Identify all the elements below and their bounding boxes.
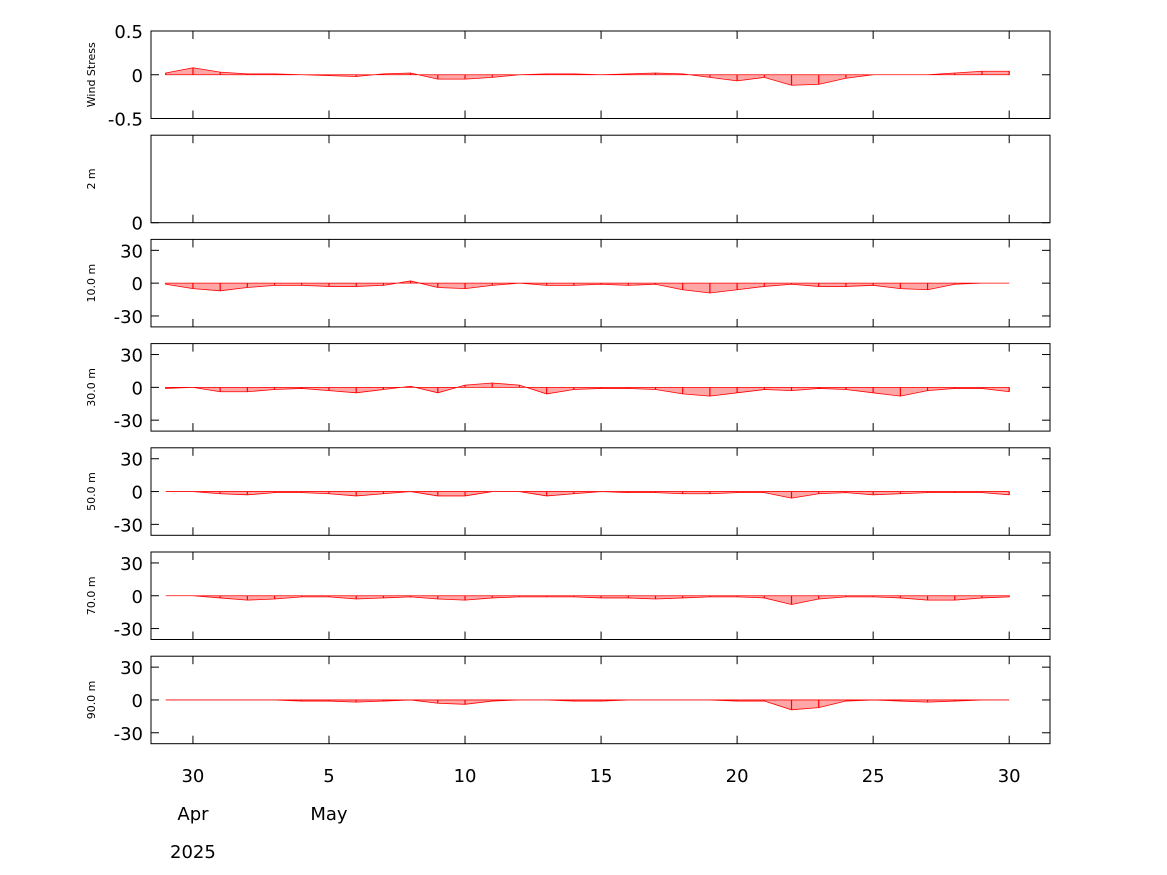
y-axis-label: 50.0 m	[85, 472, 98, 511]
y-axis-label: 90.0 m	[85, 681, 98, 720]
y-tick-label: -30	[114, 411, 143, 432]
y-tick-label: 0	[132, 483, 143, 504]
y-axis-label: Wind Stress	[85, 42, 98, 107]
y-tick-label: -30	[114, 724, 143, 745]
stick-envelope	[165, 491, 1010, 499]
stick-envelope	[165, 382, 1010, 397]
y-tick-label: 30	[120, 346, 143, 367]
year-label: 2025	[170, 842, 216, 863]
x-tick-label: 5	[323, 766, 334, 787]
y-tick-label: -0.5	[108, 110, 143, 131]
y-tick-label: 0	[132, 691, 143, 712]
x-tick-label: 25	[862, 766, 885, 787]
x-tick-label: 20	[726, 766, 749, 787]
month-label: May	[310, 804, 348, 825]
y-tick-label: 0	[132, 587, 143, 608]
x-tick-label: 15	[590, 766, 613, 787]
month-label: Apr	[177, 804, 209, 825]
x-tick-label: 10	[454, 766, 477, 787]
y-tick-label: 0	[132, 378, 143, 399]
y-tick-label: 0	[132, 66, 143, 87]
stick-envelope	[165, 595, 1010, 605]
stick-envelope	[165, 699, 1010, 711]
y-axis-label: 2 m	[85, 168, 98, 189]
stick-envelope	[165, 67, 1010, 86]
y-axis-label: 10.0 m	[85, 264, 98, 303]
y-tick-label: 30	[120, 450, 143, 471]
y-tick-label: 0	[132, 214, 143, 235]
y-tick-label: -30	[114, 515, 143, 536]
y-tick-label: -30	[114, 307, 143, 328]
stick-envelope	[165, 280, 1010, 294]
y-tick-label: 30	[120, 554, 143, 575]
y-tick-label: -30	[114, 620, 143, 641]
y-axis-label: 30.0 m	[85, 368, 98, 407]
panel-frame	[150, 134, 1051, 224]
y-tick-label: 30	[120, 658, 143, 679]
y-tick-label: 30	[120, 241, 143, 262]
y-axis-label: 70.0 m	[85, 576, 98, 615]
y-tick-label: 0.5	[114, 22, 143, 43]
y-tick-label: 0	[132, 274, 143, 295]
x-tick-label: 30	[181, 766, 204, 787]
x-tick-label: 30	[998, 766, 1021, 787]
